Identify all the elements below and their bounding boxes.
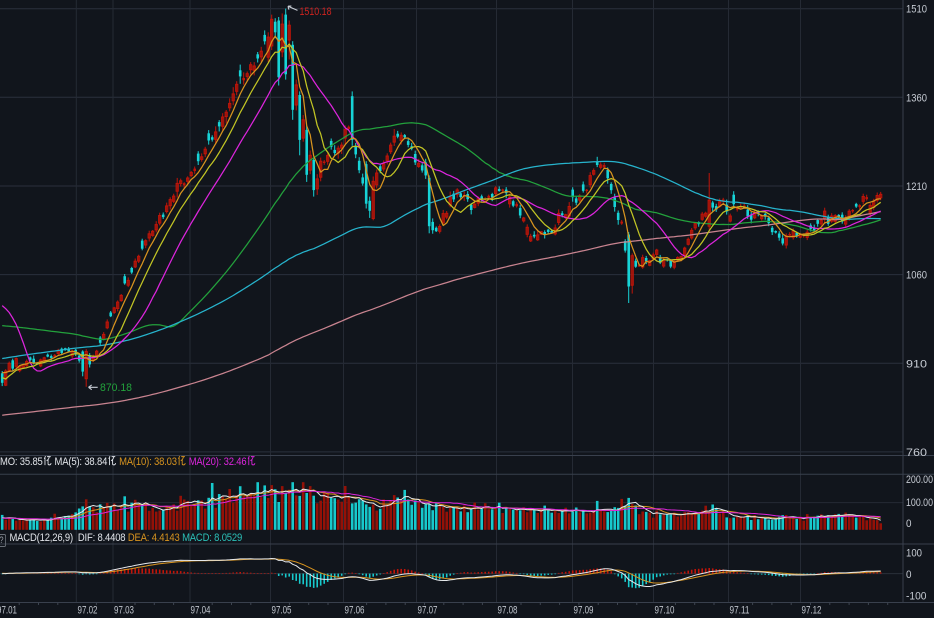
svg-text:97.05: 97.05	[272, 605, 292, 617]
svg-text:100.00: 100.00	[906, 497, 933, 509]
svg-text:1210: 1210	[906, 181, 927, 193]
svg-text:1360: 1360	[906, 92, 927, 104]
svg-text:97.11: 97.11	[730, 605, 750, 617]
svg-text:97.08: 97.08	[498, 605, 518, 617]
svg-text:97.12: 97.12	[802, 605, 822, 617]
svg-text:1510.18: 1510.18	[300, 6, 332, 18]
svg-text:200.00: 200.00	[906, 474, 933, 486]
svg-text:97.09: 97.09	[574, 605, 594, 617]
svg-text:-100: -100	[906, 591, 927, 603]
svg-text:760: 760	[906, 447, 927, 459]
svg-text:97.04: 97.04	[191, 605, 211, 617]
svg-text:0: 0	[906, 518, 912, 530]
svg-text:97.07: 97.07	[418, 605, 438, 617]
svg-text:1510: 1510	[906, 4, 927, 16]
svg-text:97.01: 97.01	[0, 605, 17, 617]
svg-text:97.10: 97.10	[655, 605, 675, 617]
svg-text:0: 0	[906, 569, 912, 581]
svg-text:870.18: 870.18	[100, 382, 132, 394]
svg-text:1060: 1060	[906, 270, 927, 282]
svg-text:97.03: 97.03	[114, 605, 134, 617]
svg-text:97.02: 97.02	[78, 605, 98, 617]
svg-text:910: 910	[906, 358, 927, 370]
svg-text:100: 100	[906, 548, 922, 560]
svg-text:97.06: 97.06	[345, 605, 365, 617]
